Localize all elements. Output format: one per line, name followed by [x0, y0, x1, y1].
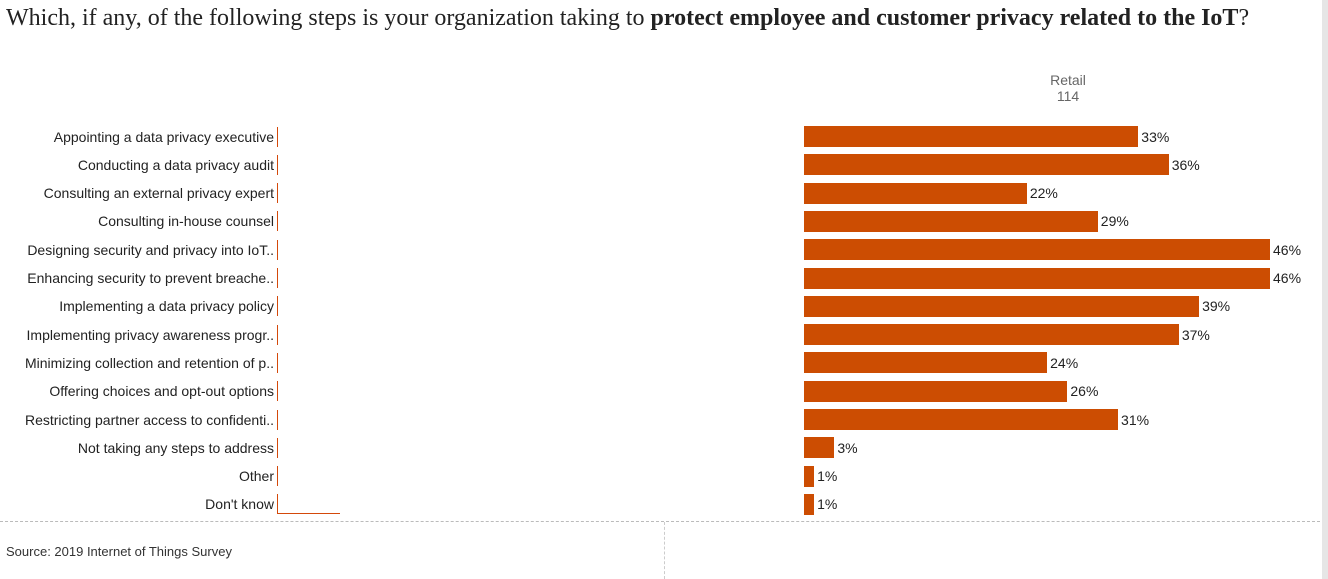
value-label: 46% — [1273, 241, 1302, 258]
footer-column-divider — [664, 522, 665, 579]
row-separator-tick — [277, 494, 278, 515]
row-label: Other — [238, 468, 274, 485]
row-separator-tick — [277, 296, 278, 317]
row-label: Consulting an external privacy expert — [43, 185, 274, 202]
value-label: 46% — [1273, 270, 1302, 286]
row-separator-tick — [277, 126, 278, 147]
row-separator-tick — [277, 409, 278, 430]
row-separator-tick — [277, 466, 278, 487]
value-label: 1% — [817, 496, 838, 513]
row-label: Appointing a data privacy executive — [53, 128, 274, 145]
value-label: 31% — [1121, 411, 1150, 428]
value-label: 37% — [1181, 326, 1210, 343]
row-axis-baseline — [278, 513, 340, 514]
row-separator-tick — [277, 183, 278, 204]
row-separator-tick — [277, 324, 278, 345]
bar[interactable] — [804, 126, 1139, 147]
bar[interactable] — [804, 465, 815, 487]
column-header: Retail 114 — [1018, 72, 1118, 104]
bar[interactable] — [804, 154, 1169, 176]
bar[interactable] — [804, 182, 1027, 204]
title-prefix: Which, if any, of the following steps is… — [6, 5, 651, 31]
value-label: 33% — [1141, 128, 1170, 145]
row-separator-tick — [277, 211, 278, 232]
row-separator-tick — [277, 239, 278, 260]
row-label: Don't know — [205, 496, 274, 513]
row-label: Enhancing security to prevent breache.. — [27, 270, 274, 286]
value-label: 22% — [1029, 185, 1058, 202]
value-label: 3% — [837, 439, 858, 456]
row-label: Minimizing collection and retention of p… — [24, 354, 274, 371]
row-label: Designing security and privacy into IoT.… — [27, 241, 274, 258]
bar[interactable] — [804, 210, 1098, 232]
bar[interactable] — [804, 352, 1048, 374]
row-label: Consulting in-house counsel — [98, 213, 274, 230]
row-separator-tick — [277, 437, 278, 458]
value-label: 36% — [1171, 156, 1200, 173]
bar[interactable] — [804, 409, 1119, 430]
bar[interactable] — [804, 493, 815, 515]
value-label: 1% — [817, 468, 838, 485]
bar[interactable] — [804, 380, 1068, 402]
row-label: Conducting a data privacy audit — [77, 156, 274, 173]
value-label: 29% — [1100, 213, 1129, 230]
row-label: Offering choices and opt-out options — [49, 383, 274, 400]
source-note: Source: 2019 Internet of Things Survey — [6, 544, 232, 559]
footer-divider — [0, 521, 1320, 522]
row-separator-tick — [277, 381, 278, 402]
row-separator-tick — [277, 268, 278, 288]
title-suffix: ? — [1238, 5, 1250, 31]
title-bold: protect employee and customer privacy re… — [650, 5, 1239, 31]
bar[interactable] — [804, 437, 835, 459]
right-edge-scrollbar[interactable] — [1322, 0, 1328, 579]
bar[interactable] — [804, 267, 1270, 289]
value-label: 26% — [1070, 383, 1099, 400]
column-header-count: 114 — [1056, 88, 1080, 104]
bar[interactable] — [804, 324, 1179, 346]
row-separator-tick — [277, 154, 278, 175]
row-label: Not taking any steps to address — [77, 439, 274, 456]
row-label: Implementing a data privacy policy — [59, 298, 274, 315]
bar[interactable] — [804, 295, 1200, 317]
bar[interactable] — [804, 239, 1270, 261]
row-separator-tick — [277, 352, 278, 373]
row-label: Implementing privacy awareness progr.. — [26, 326, 274, 343]
column-header-name: Retail — [1050, 72, 1086, 88]
value-label: 39% — [1202, 298, 1231, 315]
chart-title: Which, if any, of the following steps is… — [6, 4, 1306, 32]
row-label: Restricting partner access to confidenti… — [24, 411, 274, 428]
value-label: 24% — [1050, 354, 1079, 371]
